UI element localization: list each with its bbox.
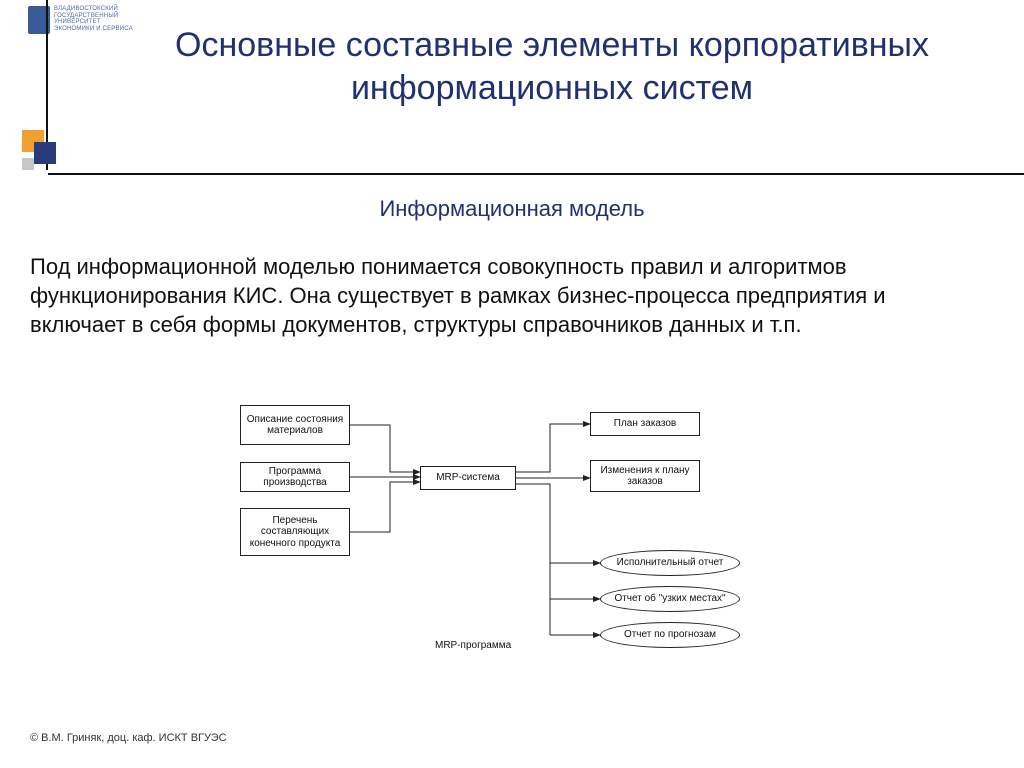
copyright: © В.М. Гриняк, доц. каф. ИСКТ ВГУЭС [30,732,227,744]
mrp-diagram: Описание состояния материалов Программа п… [240,400,800,690]
decor-hline [48,173,1024,175]
diagram-node-o2: Изменения к плану заказов [590,460,700,492]
diagram-node-n1: Описание состояния материалов [240,405,350,445]
diagram-node-n3: Перечень составляющих конечного продукта [240,508,350,556]
slide-title: Основные составные элементы корпоративны… [120,24,984,109]
slide-subtitle: Информационная модель [0,196,1024,222]
diagram-node-n2: Программа производства [240,462,350,492]
diagram-node-o1: План заказов [590,412,700,436]
diagram-region-label: MRP-программа [435,640,511,651]
diagram-node-e2: Отчет об "узких местах" [600,586,740,612]
slide-body: Под информационной моделью понимается со… [30,252,984,339]
decor-squares [22,130,68,176]
diagram-node-c: MRP-система [420,466,516,490]
diagram-node-e1: Исполнительный отчет [600,550,740,576]
logo: ВЛАДИВОСТОКСКИЙ ГОСУДАРСТВЕННЫЙ УНИВЕРСИ… [28,6,134,34]
diagram-node-e3: Отчет по прогнозам [600,622,740,648]
